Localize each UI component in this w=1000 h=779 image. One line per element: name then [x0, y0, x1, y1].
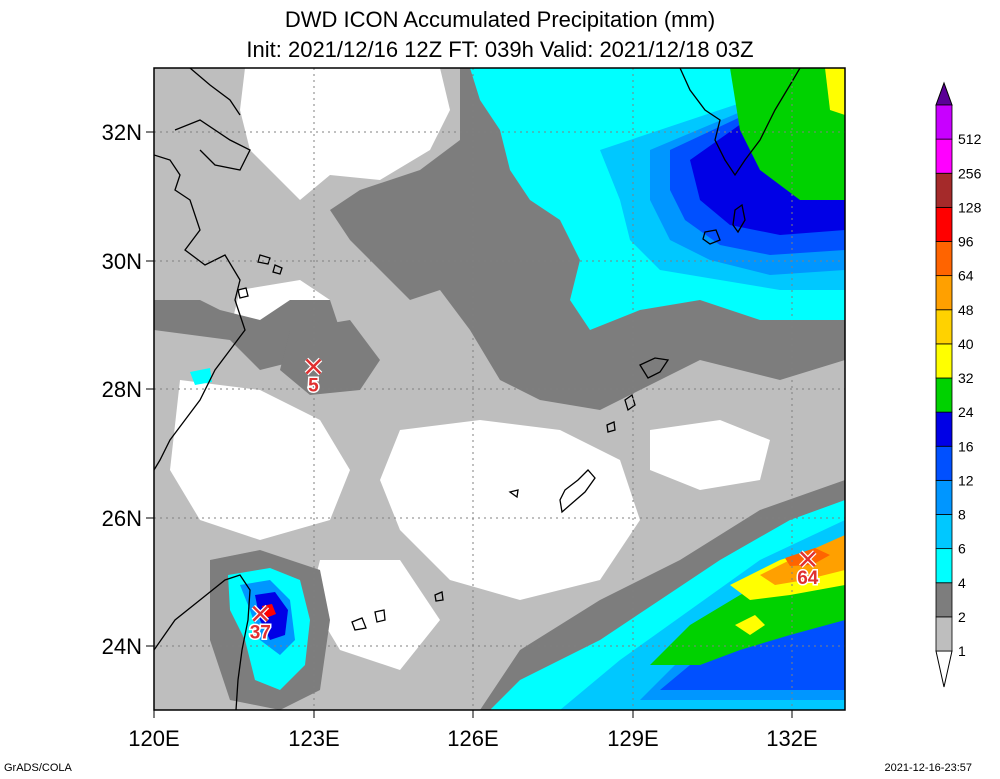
precip-16mm-taiwan: [255, 592, 288, 640]
colorbar-label: 8: [958, 507, 966, 523]
amami-island: [639, 357, 670, 379]
colorbar-segment: [935, 343, 953, 379]
lon-tick-label-132: 132E: [766, 726, 817, 751]
colorbar-label: 16: [958, 438, 974, 454]
colorbar-label: 12: [958, 472, 974, 488]
colorbar-label: 128: [958, 199, 982, 215]
lat-tick-labels: 32N 30N 28N 26N 24N: [102, 120, 142, 659]
colorbar-top-arrow: [935, 81, 953, 106]
lat-tick-label-26: 26N: [102, 506, 142, 531]
colorbar-label: 2: [958, 609, 966, 625]
colorbar-segment: [935, 616, 953, 652]
yakushima-island: [702, 203, 746, 245]
lat-tick-label-30: 30N: [102, 249, 142, 274]
taiwan-coast: [154, 574, 251, 710]
lon-tick-label-120: 120E: [128, 726, 179, 751]
max-marker-label: 5: [308, 376, 319, 397]
colorbar-label: 32: [958, 370, 974, 386]
colorbar-bottom-arrow: [935, 650, 953, 688]
coastlines: [154, 68, 801, 710]
max-marker-64: 64: [796, 550, 820, 591]
lat-tick-label-28: 28N: [102, 377, 142, 402]
yangtze-estuary: [174, 119, 251, 171]
lon-tick-label-126: 126E: [447, 726, 498, 751]
colorbar-segment: [935, 104, 953, 140]
precip-24mm-north: [730, 68, 845, 200]
north-coast: [189, 68, 241, 116]
dry-area-north: [240, 68, 450, 200]
lat-tick-label-32: 32N: [102, 120, 142, 145]
lon-tick-label-129: 129E: [607, 726, 658, 751]
colorbar-segment: [935, 377, 953, 413]
precipitation-field: [154, 68, 845, 710]
colorbar-label: 64: [958, 268, 974, 284]
colorbar-segment: [935, 206, 953, 242]
tick-marks: [146, 131, 793, 718]
colorbar-segment: [935, 479, 953, 515]
colorbar-label: 1: [958, 643, 966, 659]
lon-tick-labels: 120E 123E 126E 129E 132E: [128, 726, 817, 751]
colorbar-segment: [935, 275, 953, 311]
ryukyu-islets: [351, 393, 636, 631]
precip-2mm-central: [280, 320, 380, 395]
colorbar-label: 6: [958, 541, 966, 557]
max-marker-5: 5: [304, 357, 323, 398]
colorbar-segment: [935, 138, 953, 174]
colorbar-label: 48: [958, 302, 974, 318]
dry-area-south: [380, 420, 640, 600]
kyushu-coast: [679, 68, 801, 177]
colorbar-segment: [935, 582, 953, 618]
colorbar-segment: [935, 514, 953, 550]
colorbar-segment: [935, 548, 953, 584]
colorbar-label: 24: [958, 404, 974, 420]
colorbar-label: 40: [958, 336, 974, 352]
dry-area-central: [170, 380, 350, 540]
max-marker-label: 64: [797, 568, 819, 589]
colorbar-segment: [935, 411, 953, 447]
colorbar-label: 4: [958, 575, 966, 591]
max-marker-37: 37: [248, 604, 272, 645]
footer-timestamp: 2021-12-16-23:57: [884, 762, 972, 774]
colorbar-label: 512: [958, 131, 982, 147]
precip-32mm-islet: [735, 615, 765, 635]
map-subtitle: Init: 2021/12/16 12Z FT: 039h Valid: 202…: [246, 37, 754, 62]
colorbar-label: 256: [958, 165, 982, 181]
graticule: [154, 68, 845, 710]
colorbar-segment: [935, 241, 953, 277]
precip-32mm-north: [825, 68, 845, 115]
lon-tick-label-123: 123E: [288, 726, 339, 751]
lat-tick-label-24: 24N: [102, 634, 142, 659]
china-coastline: [154, 154, 246, 471]
okinawa-island: [559, 469, 596, 514]
colorbar-segment: [935, 445, 953, 481]
precip-4mm-coast: [190, 368, 212, 385]
colorbar-label: 96: [958, 234, 974, 250]
map-title: DWD ICON Accumulated Precipitation (mm): [284, 7, 716, 32]
max-marker-label: 37: [250, 623, 271, 644]
colorbar-segment: [935, 172, 953, 208]
zhoushan-islands: [237, 254, 283, 299]
footer-credit: GrADS/COLA: [4, 762, 72, 774]
max-markers: 5 37 64: [248, 357, 820, 645]
colorbar-segment: [935, 309, 953, 345]
dry-area-east: [650, 420, 770, 490]
